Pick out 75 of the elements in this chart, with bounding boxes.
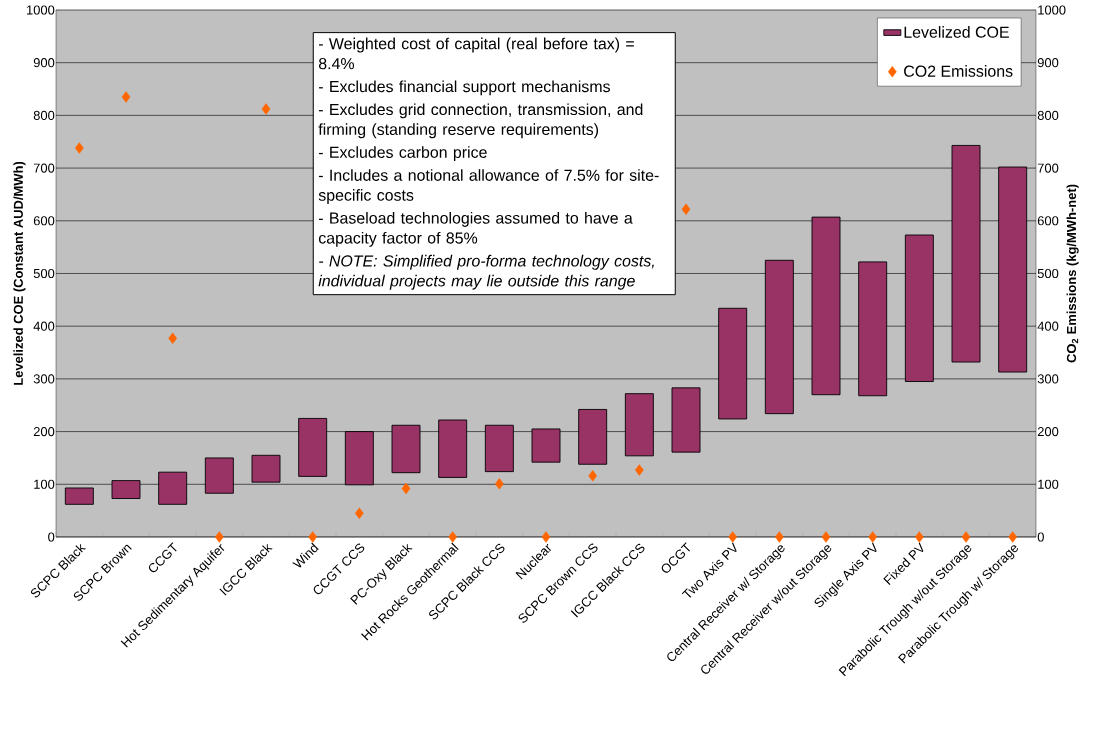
point	[541, 531, 551, 543]
bar	[158, 471, 188, 505]
y-tick-label: 1000	[26, 5, 55, 15]
point	[401, 482, 411, 495]
y-tick-label: 0	[48, 532, 55, 542]
annotation: - NOTE: Simplified pro-forma technology costs, individual projects may lie outside this range	[318, 254, 654, 290]
y2-tick-label: 1000	[1038, 5, 1066, 15]
y2-tick-label: 900	[1037, 58, 1059, 68]
annotation: - Includes a notional allowance of 7.5% for site-specific costs	[318, 169, 659, 204]
y-tick-label: 400	[33, 321, 55, 331]
y2-tick-label: 400	[1037, 321, 1059, 331]
bar	[811, 216, 841, 396]
y2-axis-title: CO$_{2}$ Emissions (kg/MWh-net)	[1066, 184, 1079, 363]
y-axis-title: Levelized COE (Constant AUD/MWh)	[13, 161, 26, 385]
bar	[998, 166, 1028, 373]
y-tick-label: 900	[33, 58, 55, 68]
y-tick-label: 200	[33, 427, 55, 437]
point	[215, 531, 224, 543]
point	[168, 332, 177, 344]
bar	[298, 417, 328, 477]
y2-tick-label: 100	[1038, 479, 1059, 489]
bar	[904, 234, 934, 382]
legend-label: Levelized COE	[904, 26, 1009, 38]
y2-tick-label: 200	[1037, 426, 1059, 437]
point	[355, 507, 364, 519]
point	[588, 470, 597, 482]
bar	[718, 307, 748, 420]
bar	[391, 424, 421, 474]
point	[681, 203, 691, 215]
bar	[858, 261, 888, 397]
bar	[484, 424, 514, 473]
point	[261, 103, 271, 115]
y2-tick-label: 300	[1037, 374, 1059, 384]
y2-tick-label: 0	[1037, 532, 1044, 542]
y-tick-label: 100	[34, 479, 55, 489]
bar	[764, 259, 794, 415]
point	[915, 531, 924, 543]
y-tick-label: 700	[33, 163, 55, 173]
bar	[671, 387, 701, 453]
y-tick-label: 800	[33, 110, 55, 120]
bar	[951, 144, 981, 363]
bar	[531, 428, 561, 463]
point	[775, 531, 784, 543]
point	[495, 478, 504, 490]
point	[635, 464, 644, 476]
y2-tick-label: 500	[1037, 268, 1059, 279]
y2-tick-label: 700	[1037, 163, 1059, 173]
bar	[578, 409, 608, 465]
y2-tick-label: 600	[1037, 216, 1059, 226]
annotation: - Excludes financial support mechanisms	[318, 80, 610, 96]
point	[868, 531, 877, 543]
annotation: - Excludes carbon price	[318, 146, 487, 162]
point	[75, 142, 84, 154]
bar	[204, 457, 234, 494]
point	[1008, 531, 1018, 543]
bar	[624, 393, 654, 457]
point	[821, 531, 831, 543]
bar	[64, 487, 94, 505]
bar	[344, 431, 374, 486]
annotation: - Baseload technologies assumed to have a capacity factor of 85%	[318, 212, 633, 247]
bar	[111, 480, 141, 499]
bar	[251, 454, 281, 483]
y2-tick-label: 800	[1037, 110, 1059, 120]
bar	[438, 419, 468, 478]
y-tick-label: 600	[33, 216, 55, 226]
point	[308, 531, 317, 543]
point	[728, 531, 737, 543]
legend-label: CO2 Emissions	[904, 65, 1013, 77]
y-tick-label: 500	[33, 268, 55, 279]
point	[121, 91, 131, 103]
y-tick-label: 300	[33, 374, 55, 384]
annotation: - Weighted cost of capital (real before tax) = 8.4%	[318, 37, 634, 70]
point	[961, 531, 971, 543]
annotation: - Excludes grid connection, transmission, and firming (standing reserve requirements)	[318, 103, 643, 139]
point	[448, 531, 457, 543]
